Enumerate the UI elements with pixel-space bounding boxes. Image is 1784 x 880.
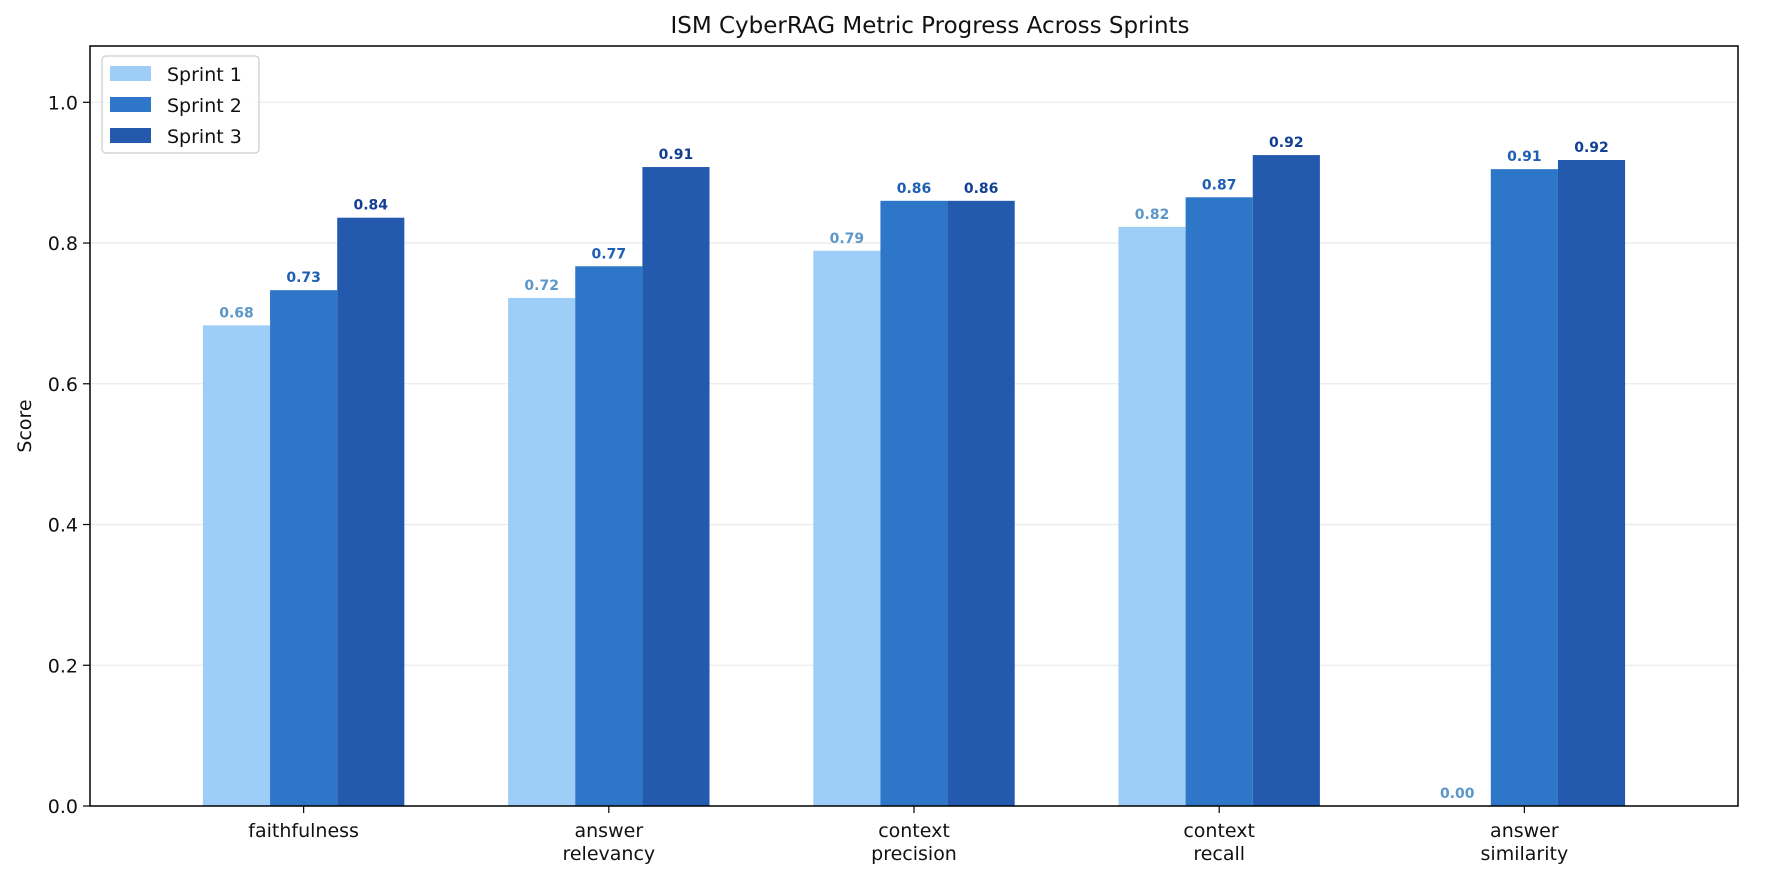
bar bbox=[337, 217, 405, 806]
x-tick-label-line: context bbox=[1183, 820, 1255, 842]
legend-label: Sprint 1 bbox=[167, 64, 242, 86]
bar-value-label: 0.79 bbox=[830, 231, 865, 247]
x-tick-label-line: context bbox=[878, 820, 950, 842]
x-tick-label: faithfulness bbox=[248, 820, 359, 842]
x-tick-label: answer relevancy bbox=[562, 820, 655, 865]
y-tick-label: 0.2 bbox=[48, 655, 78, 677]
x-tick-label-line: answer bbox=[575, 820, 644, 842]
bar-value-label: 0.72 bbox=[524, 278, 559, 294]
bar-value-label: 0.00 bbox=[1440, 786, 1475, 802]
x-tick-label-line: relevancy bbox=[562, 843, 655, 865]
legend-label: Sprint 3 bbox=[167, 126, 242, 148]
bar-value-label: 0.86 bbox=[964, 181, 999, 197]
legend-label: Sprint 2 bbox=[167, 95, 242, 117]
bar-value-label: 0.91 bbox=[1507, 149, 1542, 165]
legend-swatch bbox=[110, 128, 151, 143]
bar-value-label: 0.82 bbox=[1135, 207, 1170, 223]
bar bbox=[1557, 160, 1626, 806]
chart-title: ISM CyberRAG Metric Progress Across Spri… bbox=[670, 13, 1189, 39]
y-tick-label: 0.6 bbox=[48, 374, 78, 396]
x-tick-label-line: answer bbox=[1490, 820, 1559, 842]
bar bbox=[270, 290, 338, 806]
y-tick-label: 1.0 bbox=[48, 92, 78, 114]
bar-value-label: 0.73 bbox=[286, 270, 321, 286]
bar-value-label: 0.87 bbox=[1202, 177, 1237, 193]
x-tick-label: context precision bbox=[871, 820, 957, 865]
y-tick-label: 0.0 bbox=[48, 796, 78, 818]
legend-swatch bbox=[110, 66, 151, 81]
x-tick-label-line: similarity bbox=[1481, 843, 1569, 865]
bar-value-label: 0.86 bbox=[897, 181, 932, 197]
x-tick-label-line: precision bbox=[871, 843, 957, 865]
bar bbox=[642, 167, 710, 806]
bar-value-label: 0.91 bbox=[659, 147, 694, 163]
bar-value-label: 0.68 bbox=[219, 305, 254, 321]
legend: Sprint 1 Sprint 2 Sprint 3 bbox=[101, 55, 260, 154]
bar bbox=[508, 297, 576, 806]
y-axis: 0.0 0.2 0.4 0.6 0.8 1.0 bbox=[48, 92, 90, 818]
bar-value-label: 0.77 bbox=[592, 246, 627, 262]
bar bbox=[880, 200, 948, 806]
y-axis-label: Score bbox=[14, 399, 36, 452]
bar-value-label: 0.92 bbox=[1269, 135, 1304, 151]
bar-value-label: 0.84 bbox=[353, 198, 388, 214]
bar bbox=[575, 266, 643, 806]
bar bbox=[1118, 226, 1186, 806]
x-tick-label: answer similarity bbox=[1481, 820, 1569, 865]
bar-value-label: 0.92 bbox=[1574, 140, 1609, 156]
x-tick-label: context recall bbox=[1183, 820, 1255, 865]
legend-swatch bbox=[110, 97, 151, 112]
bar-layer bbox=[202, 155, 1626, 807]
x-tick-label-line: faithfulness bbox=[248, 820, 359, 842]
bar bbox=[813, 250, 881, 806]
bar bbox=[1490, 169, 1558, 807]
bar bbox=[947, 200, 1015, 806]
x-tick-label-line: recall bbox=[1193, 843, 1245, 865]
bar bbox=[202, 325, 271, 806]
bar bbox=[1252, 155, 1320, 806]
y-tick-label: 0.4 bbox=[48, 515, 78, 537]
y-tick-label: 0.8 bbox=[48, 233, 78, 255]
data-label-layer: 0.68 0.73 0.84 0.72 0.77 0.91 0.79 0.86 0.86 0.82… bbox=[219, 135, 1609, 802]
bar bbox=[1185, 197, 1253, 807]
